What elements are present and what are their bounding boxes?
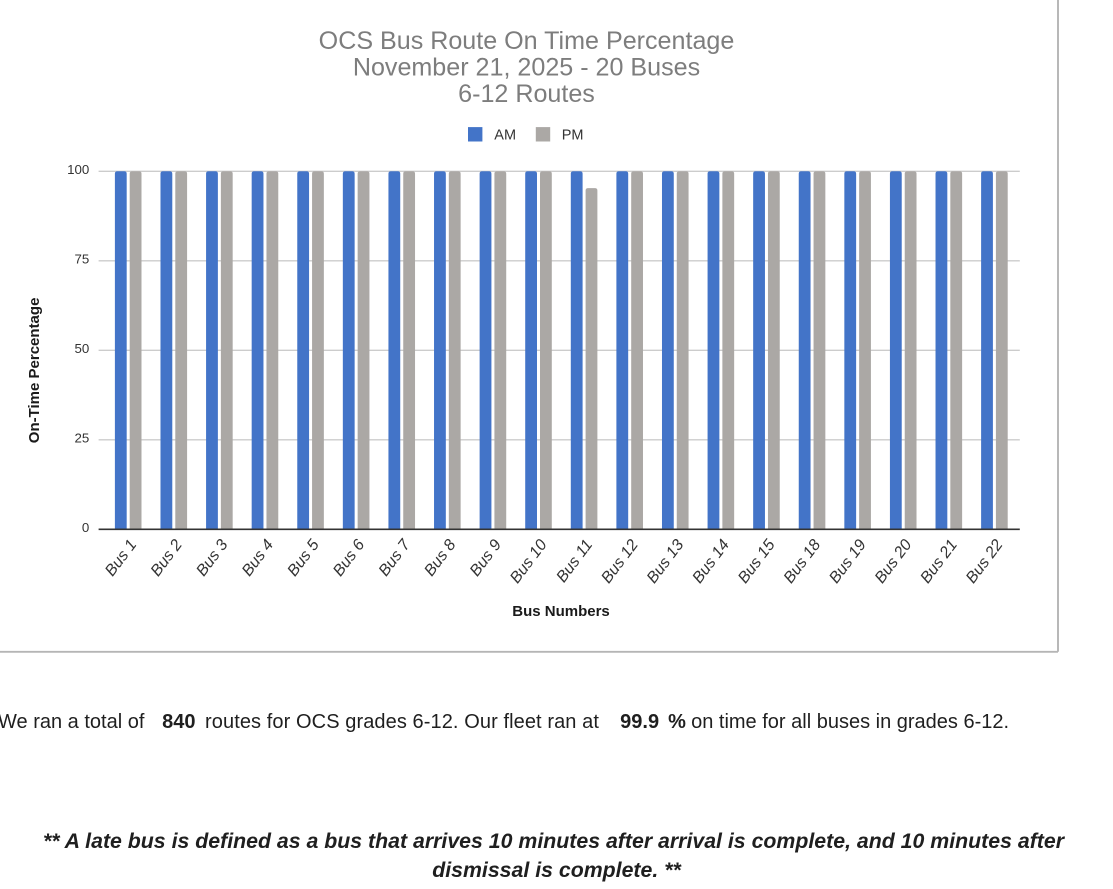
svg-text:50: 50: [75, 341, 90, 356]
svg-text:On-Time Percentage: On-Time Percentage: [26, 298, 43, 444]
svg-text:OCS Bus Route On Time Percenta: OCS Bus Route On Time Percentage: [319, 27, 735, 55]
svg-text:November 21, 2025 - 20 Buses: November 21, 2025 - 20 Buses: [353, 53, 700, 81]
svg-text:25: 25: [75, 431, 90, 446]
svg-text:0: 0: [82, 520, 89, 535]
svg-text:PM: PM: [562, 128, 584, 144]
svg-text:75: 75: [75, 252, 90, 267]
svg-text:Bus Numbers: Bus Numbers: [512, 603, 610, 620]
svg-text:100: 100: [67, 162, 89, 177]
svg-text:AM: AM: [494, 128, 516, 144]
svg-text:6-12 Routes: 6-12 Routes: [458, 80, 595, 108]
